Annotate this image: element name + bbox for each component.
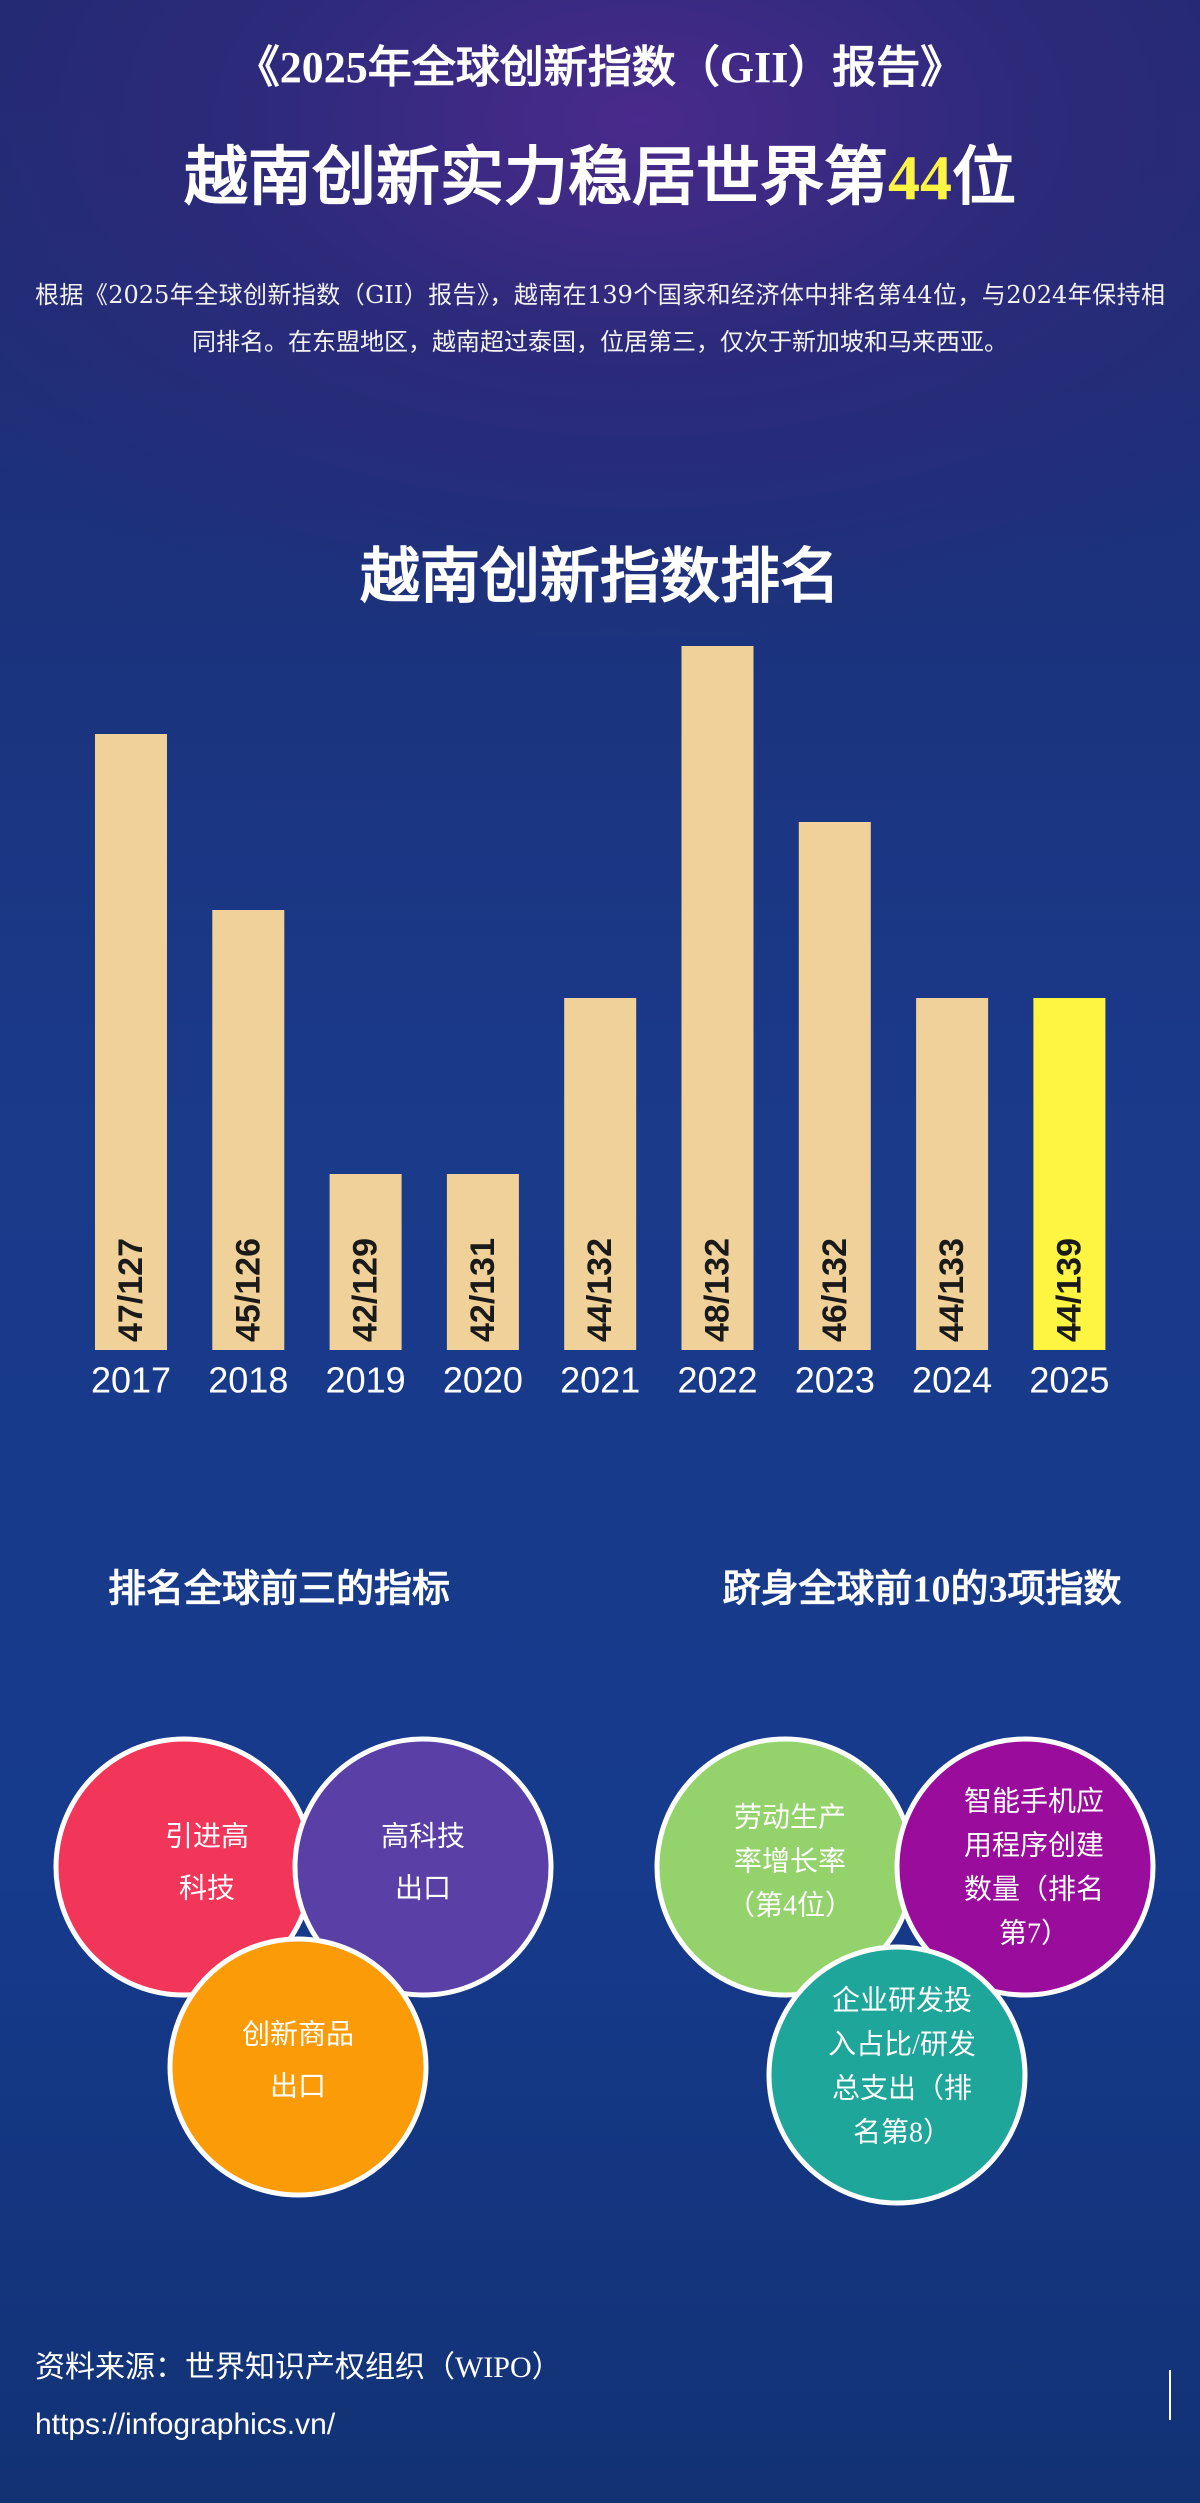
title-highlight: 44 [888,142,952,213]
bar [446,1174,519,1350]
indicator-text: 引进高 [165,1820,249,1852]
indicator-text: 出口 [270,2070,326,2102]
title-part: 越南创新实力稳居世界第 [184,142,888,213]
x-tick-label: 2022 [677,1360,757,1401]
source: 资料来源：世界知识产权组织（WIPO） [35,2351,562,2384]
indicator-text: 智能手机应 [964,1785,1104,1817]
bar [1033,998,1106,1350]
indicator-text: 出口 [395,1872,451,1904]
bar-label: 44/139 [1050,1238,1088,1342]
indicator-text: 总支出（排 [832,2072,972,2104]
bar-label: 44/132 [581,1238,619,1342]
bar-label: 48/132 [698,1238,736,1342]
bar [95,734,167,1350]
intro-text: 根据《2025年全球创新指数（GII）报告》，越南在139个国家和经济体中排名第… [35,281,1165,356]
x-tick-label: 2025 [1029,1360,1109,1401]
section-title: 跻身全球前10的3项指数 [722,1568,1121,1611]
indicator-circle [167,1936,429,2198]
kicker: 《2025年全球创新指数（GII）报告》 [236,42,964,92]
indicator-text: 第7） [999,1917,1069,1949]
bar-label: 42/129 [347,1238,385,1342]
indicator-text: 创新商品 [242,2018,354,2050]
x-tick-label: 2023 [795,1360,875,1401]
main-title: 越南创新实力稳居世界第44位 [184,142,1016,213]
indicator-text: 高科技 [381,1820,465,1852]
bar [564,998,637,1350]
bar [212,910,285,1350]
x-tick-label: 2021 [560,1360,640,1401]
indicator-circle [894,1736,1156,1998]
bar [798,822,871,1350]
bar-label: 45/126 [229,1238,267,1342]
indicator-text: 率增长率 [734,1845,846,1877]
bar [329,1174,402,1350]
indicator-text: （第4位） [727,1889,853,1921]
bar-label: 46/132 [816,1238,854,1342]
bar-label: 44/133 [933,1238,971,1342]
indicator-circle [766,1944,1028,2206]
x-tick-label: 2024 [912,1360,992,1401]
title-part: 位 [952,142,1016,213]
indicator-circle [292,1736,554,1998]
indicator-text: 劳动生产 [734,1801,846,1833]
x-tick-label: 2017 [91,1360,171,1401]
indicator-text: 名第8） [853,2116,951,2148]
indicator-text: 科技 [179,1872,235,1904]
indicator-text: 用程序创建 [964,1829,1104,1861]
section-title: 排名全球前三的指标 [108,1568,450,1611]
indicator-text: 数量（排名 [964,1873,1104,1905]
indicator-text: 企业研发投 [832,1984,972,2016]
url: https://infographics.vn/ [35,2408,336,2441]
bar [916,998,989,1350]
x-tick-label: 2018 [208,1360,288,1401]
indicator-text: 入占比/研发 [828,2028,976,2060]
chart-title: 越南创新指数排名 [360,544,840,610]
x-tick-label: 2019 [326,1360,406,1401]
bar-label: 47/127 [112,1238,150,1342]
bar-label: 42/131 [464,1238,502,1342]
x-tick-label: 2020 [443,1360,523,1401]
bar [681,646,754,1350]
